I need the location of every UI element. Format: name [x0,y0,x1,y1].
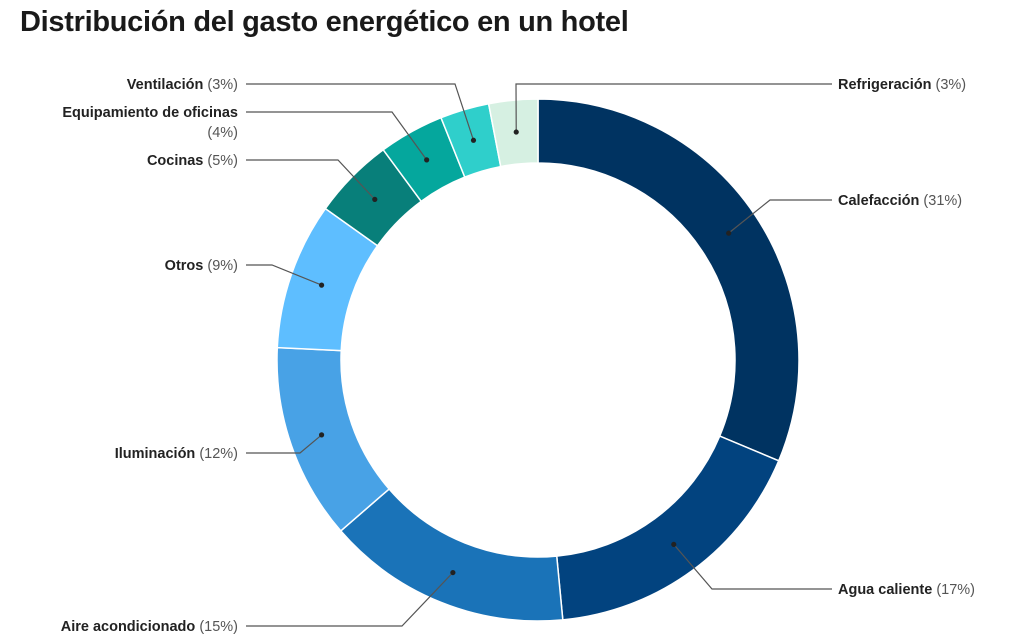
slice-calefaccion[interactable] [537,98,800,462]
leader-line-iluminacion [246,434,322,454]
leader-dot-agua-caliente [671,541,677,548]
leader-dot-iluminacion [318,432,325,438]
slice-label-cocinas: Cocinas (5%) [147,153,238,169]
slice-refrigeracion[interactable] [487,98,539,168]
leader-line-ventilacion [246,83,475,141]
slice-label-otros: Otros (9%) [165,258,238,274]
leader-line-agua-caliente [673,544,832,590]
leader-line-cocinas [246,159,376,200]
leader-line-equipamiento-de-oficinas [246,111,428,161]
slice-label-aire-acondicionado: Aire acondicionado (15%) [61,619,238,635]
slice-label-name: Ventilación [127,77,208,93]
slice-label-percent: (3%) [207,77,238,93]
leader-line-calefaccion [728,199,832,234]
slice-label-ventilacion: Ventilación (3%) [127,77,238,93]
slice-label-name: Cocinas [147,153,207,169]
slice-iluminacion[interactable] [276,346,391,532]
slice-label-name: Agua caliente [838,582,936,598]
slice-label-agua-caliente: Agua caliente (17%) [838,582,975,598]
leader-dot-ventilacion [470,137,477,143]
slice-label-name: Calefacción [838,193,923,209]
slice-label-refrigeracion: Refrigeración (3%) [838,77,966,93]
slice-label-name: Otros [165,258,208,274]
chart-title: Distribución del gasto energético en un … [20,6,629,38]
labels-layer: Calefacción (31%) Agua caliente (17%) Aire… [61,77,975,635]
slice-label-percent: (31%) [923,193,962,209]
slice-label-percent: (4%) [207,125,238,141]
leader-line-aire-acondicionado [246,572,454,627]
leader-lines-layer [246,83,832,627]
slice-label-percent: (17%) [936,582,975,598]
slice-label-name: Equipamiento de oficinas [62,105,238,121]
slice-label-percent: (5%) [207,153,238,169]
leader-dot-refrigeracion [513,129,519,135]
slice-label-calefaccion: Calefacción (31%) [838,193,962,209]
leader-dot-equipamiento-de-oficinas [424,157,430,163]
slice-aire-acondicionado[interactable] [339,487,564,622]
slice-label-percent: (3%) [936,77,967,93]
leader-dot-aire-acondicionado [450,569,456,576]
leader-line-otros [246,264,322,286]
slice-label-name: Refrigeración [838,77,936,93]
slice-label-equipamiento-de-oficinas: Equipamiento de oficinas (4%) [62,105,238,141]
leader-dot-otros [318,282,325,288]
slices-layer [276,98,800,622]
slice-agua-caliente[interactable] [555,435,780,621]
slice-label-iluminacion: Iluminación (12%) [115,446,238,462]
slice-label-percent: (9%) [207,258,238,274]
leader-line-refrigeracion [515,83,832,133]
slice-label-percent: (15%) [199,619,238,635]
slice-label-name: Aire acondicionado [61,619,200,635]
leader-dot-calefaccion [726,230,732,236]
leader-dot-cocinas [372,196,378,202]
slice-label-percent: (12%) [199,446,238,462]
slice-label-name: Iluminación [115,446,200,462]
